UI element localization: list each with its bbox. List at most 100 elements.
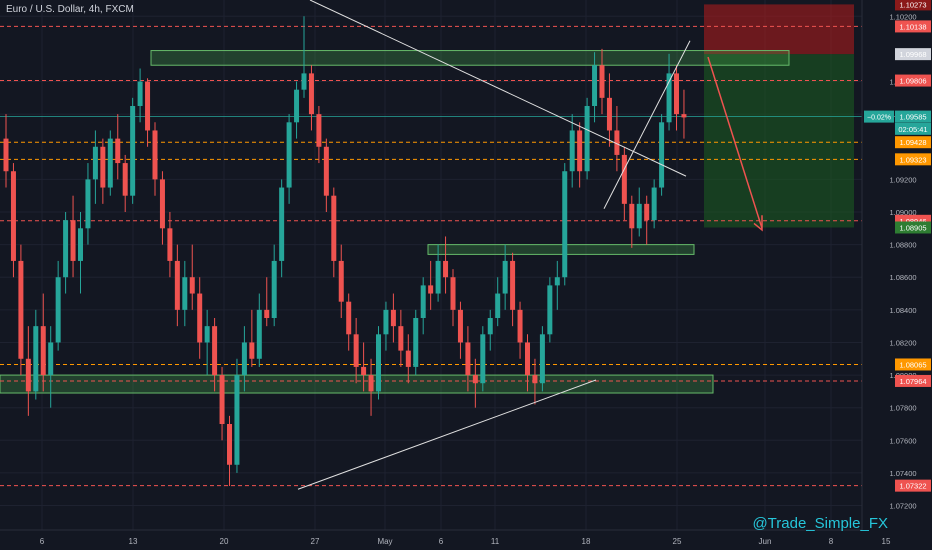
price-tick-label: 1.09200	[889, 175, 916, 184]
candle-body	[525, 342, 530, 376]
candle-body	[405, 350, 411, 367]
candle-body	[25, 358, 31, 392]
time-tick-label: 20	[220, 537, 229, 546]
time-tick-label: Jun	[759, 537, 772, 546]
candle-body	[159, 179, 165, 229]
candle-body	[606, 97, 612, 131]
price-tick-label: 1.08400	[889, 306, 916, 315]
candle	[383, 301, 389, 351]
candle	[3, 114, 9, 188]
candle	[85, 163, 91, 245]
candle	[323, 138, 329, 212]
candle-body	[78, 228, 83, 261]
candle-body	[3, 138, 9, 172]
candle	[644, 195, 650, 245]
candle	[443, 236, 449, 294]
candle	[480, 326, 486, 392]
candle-body	[308, 73, 314, 115]
price-label: 1.08065	[899, 360, 926, 369]
price-label-box	[895, 20, 931, 33]
candle-body	[644, 203, 650, 221]
candle	[390, 293, 396, 343]
candle	[167, 212, 173, 278]
candle-body	[413, 318, 419, 367]
candle	[368, 358, 374, 416]
time-tick-label: 18	[582, 537, 591, 546]
candle-body	[197, 293, 203, 343]
candle	[316, 106, 322, 164]
candle-body	[100, 146, 106, 188]
candle-body	[115, 138, 121, 164]
candle	[621, 146, 627, 221]
time-tick-label: 6	[40, 537, 45, 546]
candle	[212, 318, 218, 392]
candle	[249, 309, 255, 367]
candle-body	[584, 106, 590, 172]
candle	[294, 81, 300, 139]
candle	[33, 309, 39, 400]
price-tick-label: 1.07400	[889, 469, 916, 478]
price-label: 1.07964	[899, 377, 926, 386]
candle-body	[666, 73, 672, 123]
price-label-box	[895, 374, 931, 387]
candle-body	[182, 277, 188, 310]
candle-body	[40, 326, 46, 376]
candle-body	[92, 146, 98, 180]
candle	[40, 293, 46, 392]
candle-body	[361, 366, 367, 376]
candle-body	[569, 130, 575, 172]
candle-body	[137, 81, 143, 106]
candle-body	[63, 220, 69, 278]
candle	[227, 415, 232, 486]
time-tick-label: 27	[311, 537, 320, 546]
change-label: −0.02%	[867, 115, 891, 122]
candle	[547, 277, 553, 343]
candle	[361, 342, 367, 392]
price-label-box	[895, 74, 931, 87]
candle-body	[18, 260, 24, 359]
candle	[25, 326, 31, 416]
time-tick-label: 6	[439, 537, 444, 546]
candle-body	[323, 146, 329, 196]
candle-body	[674, 73, 679, 115]
candle	[55, 260, 61, 351]
candle-body	[249, 342, 255, 359]
candle	[584, 97, 590, 180]
candle-body	[472, 375, 478, 384]
take-profit-zone	[704, 54, 854, 228]
price-label: 1.09585	[899, 113, 926, 122]
price-label-box	[895, 110, 931, 123]
candle	[539, 326, 545, 392]
candle-body	[457, 309, 463, 343]
trendline-ascending	[297, 379, 597, 490]
candle-body	[443, 260, 449, 278]
candle-body	[212, 326, 218, 376]
candle-body	[487, 318, 493, 335]
time-tick-label: 8	[829, 537, 834, 546]
candle-body	[554, 277, 560, 286]
candle-body	[651, 187, 657, 221]
price-label: 1.08905	[899, 223, 926, 232]
candle-body	[435, 260, 441, 294]
candle	[674, 65, 679, 131]
candle-body	[659, 122, 665, 188]
candle	[331, 187, 337, 278]
candle-body	[577, 130, 583, 172]
candle-body	[390, 309, 396, 327]
price-label: 1.10273	[899, 0, 926, 9]
price-tick-label: 1.07200	[889, 502, 916, 511]
candle	[599, 48, 605, 115]
candle	[107, 130, 113, 196]
candle-body	[130, 106, 136, 196]
candle	[63, 212, 69, 294]
candle-body	[10, 171, 16, 261]
candle-body	[480, 334, 486, 384]
candle	[197, 277, 203, 359]
candle-body	[301, 73, 307, 90]
candle	[502, 244, 508, 310]
candle	[398, 309, 404, 367]
candle	[78, 212, 83, 294]
candle	[145, 78, 151, 147]
candle-body	[495, 293, 501, 318]
